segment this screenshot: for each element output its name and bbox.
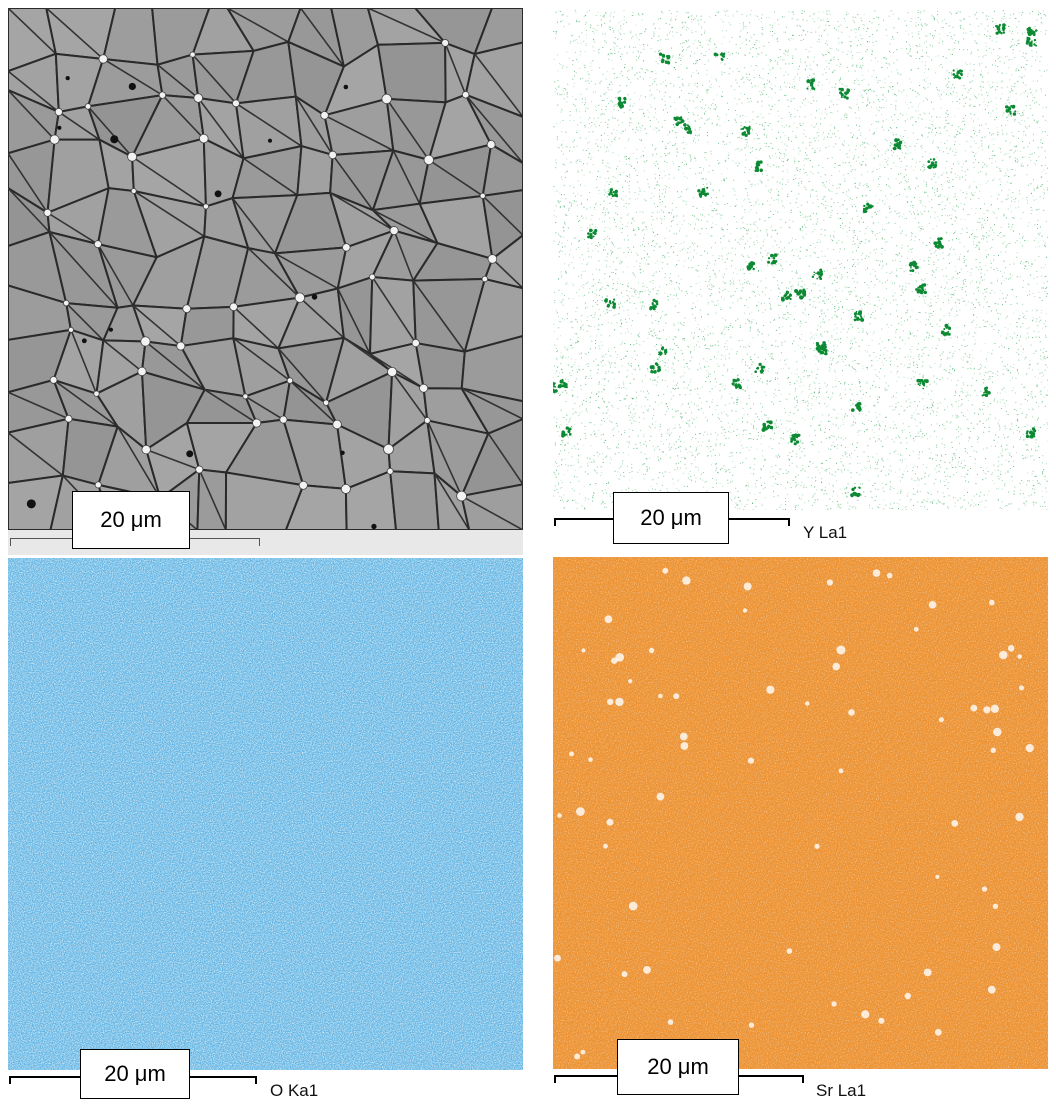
yttrium-map-image [553,10,1048,510]
strontium-element-label: Sr La1 [816,1081,866,1101]
sem-scale-label: 20 μm [72,491,190,549]
yttrium-map-panel: 20 μm Y La1 [553,10,1048,550]
strontium-map-panel: 20 μm Sr La1 [553,557,1048,1103]
sem-micrograph-image [8,8,523,530]
strontium-scale-label: 20 μm [617,1039,739,1095]
oxygen-map-image [8,558,523,1070]
yttrium-scale-label: 20 μm [613,492,729,544]
sem-micrograph-panel: 20 μm [8,8,523,555]
oxygen-map-panel: 20 μm O Ka1 [8,558,523,1103]
oxygen-element-label: O Ka1 [270,1081,318,1101]
yttrium-element-label: Y La1 [803,523,847,543]
strontium-map-image [553,557,1048,1069]
oxygen-scale-label: 20 μm [80,1049,190,1099]
